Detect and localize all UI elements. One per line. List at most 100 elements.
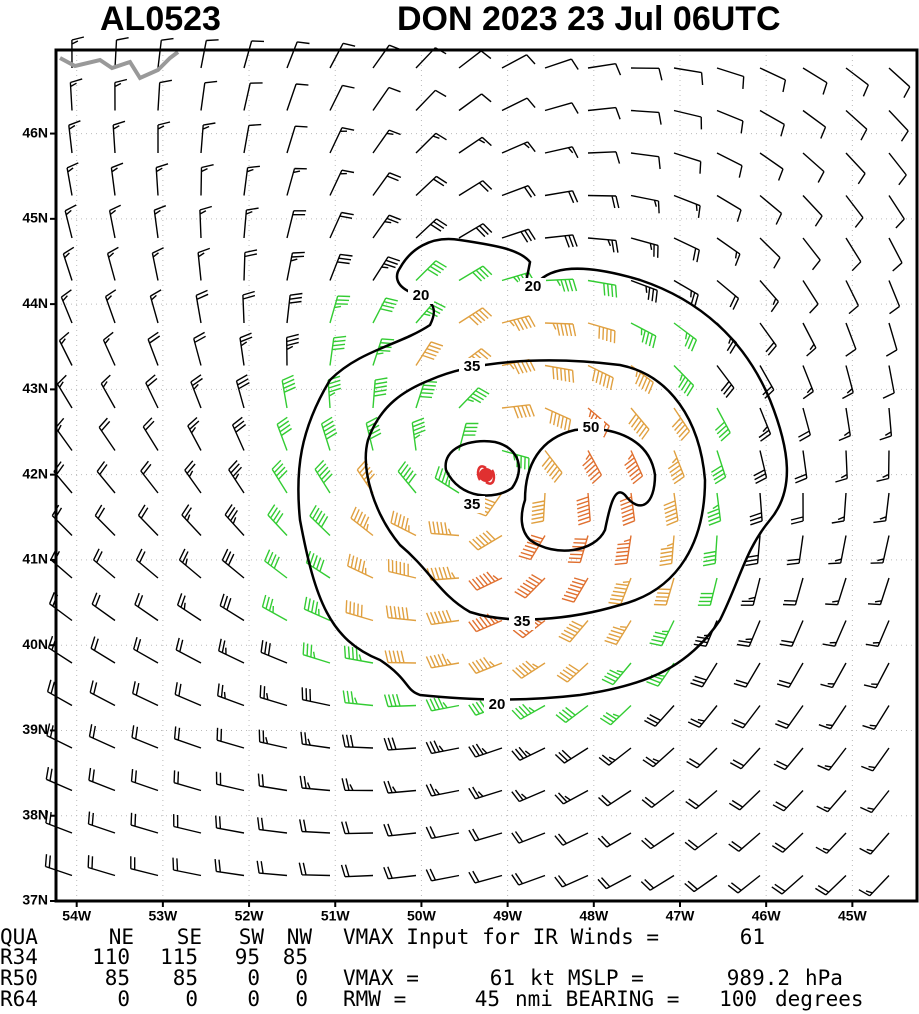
wind-barb <box>468 571 503 591</box>
wind-barb <box>544 278 578 292</box>
wind-barb <box>860 790 890 814</box>
wind-barb <box>641 832 675 850</box>
contour-label: 20 <box>489 696 506 713</box>
wind-barb <box>863 662 890 689</box>
wind-barb <box>387 559 417 579</box>
wind-barb <box>458 180 493 197</box>
wind-barb <box>112 120 126 154</box>
wind-barb <box>468 870 503 884</box>
wind-barb <box>106 246 119 281</box>
wind-barb <box>707 492 722 526</box>
wind-barb <box>845 109 868 141</box>
wind-barb <box>137 504 159 536</box>
wind-barb <box>216 727 245 749</box>
wind-barb <box>200 80 218 111</box>
wind-barb <box>640 874 675 891</box>
wind-barb <box>831 492 847 524</box>
wind-barb <box>130 812 159 834</box>
wind-barb <box>888 237 903 272</box>
wind-barb <box>365 416 382 451</box>
wind-barb <box>716 365 735 398</box>
wind-barb <box>458 387 490 409</box>
wind-barb <box>231 416 247 451</box>
wind-barb <box>582 450 603 485</box>
x-tick-label: 45W <box>838 908 868 924</box>
wind-barb <box>242 290 256 324</box>
wind-barb <box>772 790 804 812</box>
wind-barb <box>195 289 209 324</box>
wind-barb <box>199 205 212 239</box>
wind-barb <box>69 78 83 111</box>
table-header: SW <box>239 925 265 949</box>
wind-barb <box>716 152 743 178</box>
wind-barb <box>888 152 907 186</box>
wind-barb <box>271 459 288 494</box>
wind-barb <box>673 365 695 397</box>
wind-barb <box>286 83 309 111</box>
wind-barb <box>835 450 848 483</box>
wind-barb <box>132 681 159 707</box>
wind-barb <box>309 504 331 537</box>
wind-barb <box>604 620 632 646</box>
wind-barb <box>48 592 73 622</box>
wind-barb <box>518 534 546 561</box>
wind-barb <box>173 814 202 834</box>
wind-barb <box>260 640 288 664</box>
wind-barb <box>601 662 632 686</box>
wind-barb <box>554 832 589 846</box>
wind-barb <box>653 577 675 606</box>
wind-barb <box>845 195 864 228</box>
wind-barb <box>91 592 116 622</box>
wind-barb <box>257 773 288 792</box>
wind-barb <box>239 332 253 366</box>
wind-barb <box>187 416 202 451</box>
wind-barb <box>728 832 761 852</box>
y-tick-label: 37N <box>22 892 48 908</box>
wind-barb <box>243 40 265 69</box>
table-cell: 0 <box>247 966 260 990</box>
x-tick-label: 54W <box>62 908 92 924</box>
wind-barb <box>714 407 731 442</box>
table-cell: 85 <box>173 966 198 990</box>
wind-barb <box>663 492 679 527</box>
wind-barb <box>468 656 503 674</box>
wind-barb <box>544 102 579 114</box>
wind-barb <box>716 109 744 134</box>
wind-barb <box>630 152 661 170</box>
wind-barb <box>879 407 893 441</box>
table-cell: 85 <box>105 966 130 990</box>
wind-barb <box>873 492 890 524</box>
wind-barb <box>347 553 374 579</box>
wind-barb <box>630 322 657 349</box>
wind-barb <box>733 662 761 688</box>
wind-barb <box>630 194 660 214</box>
wind-barb <box>876 450 890 482</box>
wind-barb <box>753 450 768 485</box>
wind-barb <box>276 416 292 451</box>
wind-barb <box>259 685 288 707</box>
wind-barb <box>587 237 619 253</box>
wind-barb <box>286 333 299 366</box>
wind-barb <box>228 460 245 494</box>
wind-barb <box>828 535 847 565</box>
wind-barb <box>384 650 417 664</box>
wind-barb <box>501 185 536 198</box>
y-tick-label: 42N <box>22 465 48 481</box>
wind-barb <box>172 857 202 877</box>
wind-barb <box>87 811 116 834</box>
wind-barb <box>845 67 869 97</box>
wind-barb <box>415 218 448 239</box>
wind-barb <box>501 141 536 154</box>
wind-barb <box>686 747 718 769</box>
table-header: NE <box>109 925 134 949</box>
wind-barb <box>217 683 245 707</box>
info-text: kt MSLP = <box>530 966 644 990</box>
wind-barb <box>649 620 675 647</box>
wind-barb <box>46 723 73 749</box>
wind-barb <box>702 535 718 567</box>
wind-barb <box>341 778 374 792</box>
y-tick-label: 38N <box>22 806 48 822</box>
wind-barb <box>88 724 116 749</box>
wind-barb <box>716 194 742 222</box>
wind-barb <box>89 680 116 707</box>
